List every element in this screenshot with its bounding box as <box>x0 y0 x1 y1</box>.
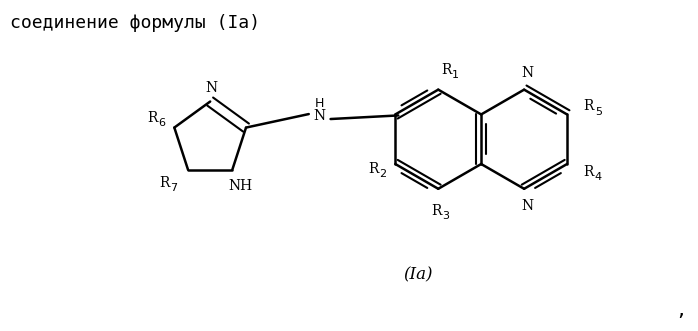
Text: R: R <box>584 100 594 114</box>
Text: R: R <box>147 111 158 125</box>
Text: 2: 2 <box>379 169 387 179</box>
Text: N: N <box>521 199 533 213</box>
Text: соединение формулы (Ia): соединение формулы (Ia) <box>10 14 260 32</box>
Text: NH: NH <box>228 178 252 193</box>
Text: N: N <box>205 81 217 95</box>
Text: N: N <box>313 109 326 123</box>
Text: R: R <box>441 63 452 77</box>
Text: R: R <box>431 204 441 217</box>
Text: 4: 4 <box>595 172 602 182</box>
Text: R: R <box>584 165 594 179</box>
Text: N: N <box>521 66 533 80</box>
Text: ,: , <box>678 300 685 320</box>
Text: 6: 6 <box>158 118 165 128</box>
Text: R: R <box>369 162 379 176</box>
Text: 1: 1 <box>452 70 459 80</box>
Text: 3: 3 <box>442 211 450 221</box>
Text: 7: 7 <box>170 183 177 193</box>
Text: 5: 5 <box>595 107 602 117</box>
Text: R: R <box>159 176 170 190</box>
Text: H: H <box>315 97 325 110</box>
Text: (Ia): (Ia) <box>403 266 433 284</box>
